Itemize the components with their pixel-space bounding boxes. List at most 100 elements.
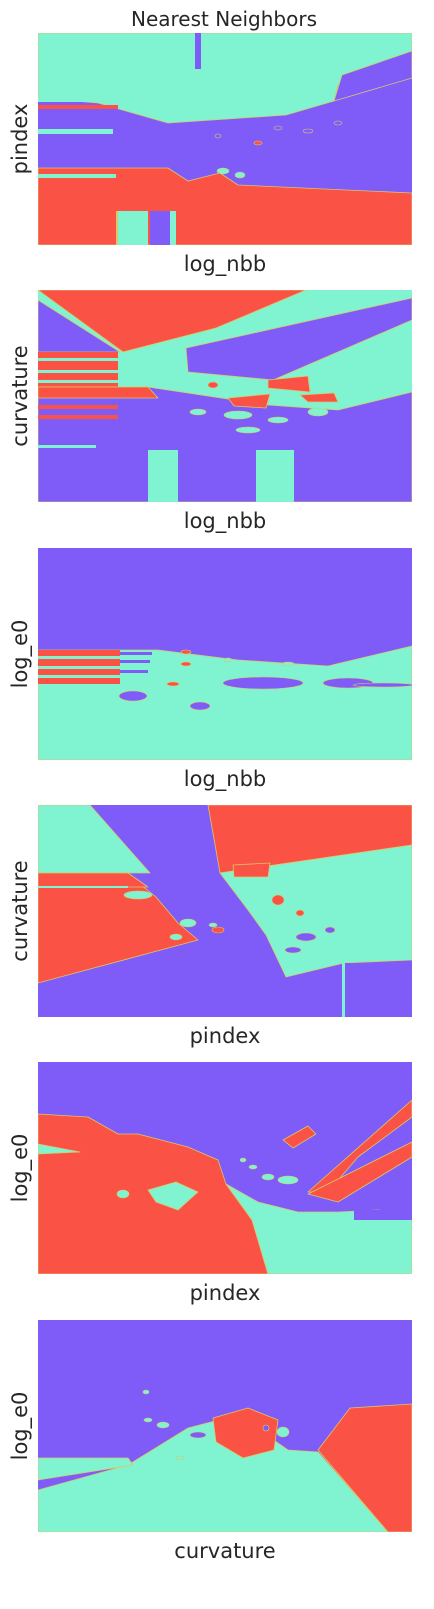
decision-regions <box>38 1320 412 1532</box>
region-patch <box>38 290 307 353</box>
region-patch <box>344 963 412 1017</box>
panel-5: pindex log_e0 <box>8 1062 412 1305</box>
region-patch <box>267 375 311 393</box>
region-patch <box>284 946 302 954</box>
region-patch <box>180 649 192 655</box>
region-patch <box>143 1417 153 1423</box>
region-patch <box>235 426 261 434</box>
region-patch <box>223 657 233 663</box>
region-patch <box>295 932 317 942</box>
region-patch <box>38 1414 389 1532</box>
x-axis-label: log_nbb <box>184 252 266 277</box>
y-axis-label: log_e0 <box>8 620 33 689</box>
region-patch <box>261 1173 275 1181</box>
y-axis-label: log_e0 <box>8 1134 33 1203</box>
region-patch <box>38 405 118 409</box>
x-axis-label: pindex <box>190 1024 261 1048</box>
region-patch <box>302 128 314 134</box>
region-patch <box>212 1407 279 1459</box>
panel-3: log_nbb log_e0 <box>8 548 412 792</box>
region-patch <box>38 1457 134 1481</box>
region-patch <box>175 1455 185 1461</box>
region-patch <box>282 1125 317 1149</box>
region-patch <box>352 682 412 688</box>
region-patch <box>267 416 289 424</box>
region-patch <box>166 681 180 687</box>
region-patch <box>253 140 263 146</box>
region-patch <box>216 167 230 175</box>
region-patch <box>118 211 148 245</box>
region-patch <box>38 129 113 134</box>
region-patch <box>211 926 225 934</box>
region-patch <box>38 370 118 373</box>
region-patch <box>342 963 345 1017</box>
y-axis-label: log_e0 <box>8 1392 33 1461</box>
region-patch <box>222 676 304 690</box>
region-patch <box>307 1141 412 1203</box>
region-patch <box>262 1424 270 1432</box>
region-patch <box>207 381 219 389</box>
region-patch <box>189 1431 207 1439</box>
decision-regions <box>38 290 412 502</box>
y-axis-label: curvature <box>8 345 32 446</box>
region-patch <box>38 1143 81 1155</box>
region-patch <box>208 922 218 928</box>
panel-4: pindex curvature <box>8 805 412 1048</box>
decision-regions <box>38 1062 412 1274</box>
region-patch <box>38 445 96 448</box>
region-patch <box>38 174 116 178</box>
region-patch <box>38 380 118 383</box>
region-patch <box>38 358 118 361</box>
region-patch <box>118 690 148 702</box>
region-patch <box>123 890 153 900</box>
decision-regions <box>38 33 412 245</box>
region-patch <box>195 33 201 69</box>
region-patch <box>38 143 118 147</box>
y-axis-label: curvature <box>8 860 32 961</box>
region-patch <box>256 450 294 502</box>
panels: log_nbbpindexlog_nbbcurvaturelog_nbblog_… <box>8 33 412 1563</box>
x-axis-label: log_nbb <box>184 767 266 792</box>
panel-6: curvature log_e0 <box>8 1320 412 1563</box>
region-patch <box>38 415 118 419</box>
region-patch <box>239 1157 247 1163</box>
region-patch <box>219 844 412 978</box>
region-patch <box>223 410 253 420</box>
region-patch <box>116 211 118 245</box>
x-axis-label: curvature <box>174 1539 275 1563</box>
x-axis-label: pindex <box>190 1281 261 1305</box>
region-patch <box>189 701 211 711</box>
region-patch <box>38 675 120 678</box>
region-patch <box>227 393 271 409</box>
region-patch <box>232 862 271 878</box>
panel-2: log_nbb curvature <box>8 290 412 534</box>
region-patch <box>271 894 285 906</box>
region-patch <box>185 297 412 381</box>
region-patch <box>333 120 343 126</box>
region-patch <box>142 1389 150 1395</box>
region-patch <box>354 1210 412 1220</box>
region-patch <box>180 661 192 667</box>
region-patch <box>214 133 222 139</box>
panel-1: log_nbb pindex <box>8 33 412 277</box>
region-patch <box>147 1181 199 1211</box>
region-patch <box>38 805 151 874</box>
region-patch <box>38 386 159 399</box>
region-patch <box>333 50 412 102</box>
region-patch <box>170 211 176 245</box>
region-patch <box>307 407 329 417</box>
region-patch <box>38 98 118 102</box>
region-patch <box>156 1421 170 1429</box>
region-patch <box>169 933 183 941</box>
region-patch <box>324 926 336 934</box>
region-patch <box>120 660 150 663</box>
region-patch <box>150 211 170 245</box>
figure-title: Nearest Neighbors <box>131 7 317 31</box>
region-patch <box>120 652 152 655</box>
region-patch <box>299 392 339 403</box>
region-patch <box>276 1426 290 1438</box>
region-patch <box>273 125 283 131</box>
region-patch <box>248 1164 258 1170</box>
region-patch <box>38 872 149 888</box>
